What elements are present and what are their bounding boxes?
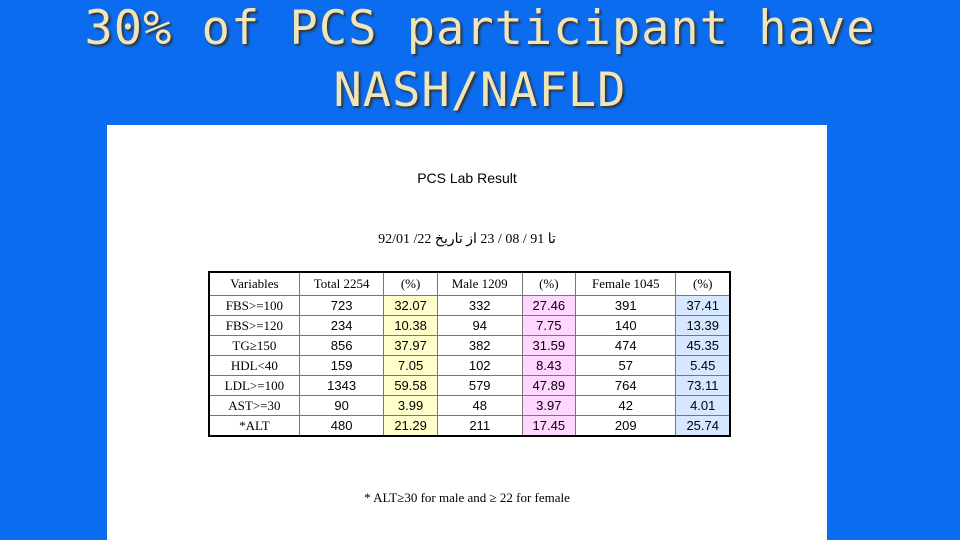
table-row: FBS>=100 723 32.07 332 27.46 391 37.41 <box>208 295 731 316</box>
table-row: LDL>=100 1343 59.58 579 47.89 764 73.11 <box>208 375 731 396</box>
table-cell: 102 <box>436 355 523 376</box>
table-cell: 17.45 <box>521 415 576 437</box>
table-cell: 159 <box>298 355 385 376</box>
table-cell: 47.89 <box>521 375 576 396</box>
column-header: Total 2254 <box>298 271 385 296</box>
table-cell: 45.35 <box>675 335 731 356</box>
slide-title: 30% of PCS participant have <box>84 1 876 56</box>
row-label: LDL>=100 <box>208 375 300 396</box>
row-label: HDL<40 <box>208 355 300 376</box>
row-label: TG≥150 <box>208 335 300 356</box>
table-row: HDL<40 159 7.05 102 8.43 57 5.45 <box>208 355 731 376</box>
column-header: (%) <box>521 271 576 296</box>
document-title: PCS Lab Result <box>417 170 517 186</box>
row-label: *ALT <box>208 415 300 437</box>
table-cell: 209 <box>574 415 677 437</box>
slide-title: NASH/NAFLD <box>333 63 627 118</box>
table-cell: 5.45 <box>675 355 731 376</box>
table-cell: 332 <box>436 295 523 316</box>
table-cell: 94 <box>436 315 523 336</box>
table-cell: 90 <box>298 395 385 416</box>
row-label: FBS>=120 <box>208 315 300 336</box>
column-header: Variables <box>208 271 300 296</box>
table-cell: 7.75 <box>521 315 576 336</box>
table-cell: 8.43 <box>521 355 576 376</box>
table-cell: 31.59 <box>521 335 576 356</box>
table-cell: 723 <box>298 295 385 316</box>
table-row: FBS>=120 234 10.38 94 7.75 140 13.39 <box>208 315 731 336</box>
table-cell: 4.01 <box>675 395 731 416</box>
column-header: (%) <box>383 271 438 296</box>
table-cell: 211 <box>436 415 523 437</box>
table-row: TG≥150 856 37.97 382 31.59 474 45.35 <box>208 335 731 356</box>
table-cell: 140 <box>574 315 677 336</box>
table-cell: 37.97 <box>383 335 438 356</box>
table-cell: 391 <box>574 295 677 316</box>
table-cell: 32.07 <box>383 295 438 316</box>
table-cell: 13.39 <box>675 315 731 336</box>
table-cell: 480 <box>298 415 385 437</box>
header-row: Variables Total 2254 (%) Male 1209 (%) Female… <box>208 271 731 296</box>
table-cell: 382 <box>436 335 523 356</box>
table-row: *ALT 480 21.29 211 17.45 209 25.74 <box>208 415 731 437</box>
table-cell: 27.46 <box>521 295 576 316</box>
row-label: FBS>=100 <box>208 295 300 316</box>
table-cell: 57 <box>574 355 677 376</box>
table-cell: 42 <box>574 395 677 416</box>
row-label: AST>=30 <box>208 395 300 416</box>
table-cell: 37.41 <box>675 295 731 316</box>
column-header: Male 1209 <box>436 271 523 296</box>
table-cell: 59.58 <box>383 375 438 396</box>
table-cell: 7.05 <box>383 355 438 376</box>
table-cell: 10.38 <box>383 315 438 336</box>
table-cell: 3.97 <box>521 395 576 416</box>
column-header: (%) <box>675 271 731 296</box>
table-row: AST>=30 90 3.99 48 3.97 42 4.01 <box>208 395 731 416</box>
footnote: * ALT≥30 for male and ≥ 22 for female <box>364 490 570 505</box>
table-cell: 25.74 <box>675 415 731 437</box>
table-cell: 856 <box>298 335 385 356</box>
lab-table: Variables Total 2254 (%) Male 1209 (%) Female… <box>208 271 731 437</box>
table-cell: 579 <box>436 375 523 396</box>
document-page: PCS Lab Result 92/01 /22 تا 91 / 08 / 23… <box>107 125 827 540</box>
table-cell: 1343 <box>298 375 385 396</box>
table-cell: 3.99 <box>383 395 438 416</box>
date-range: 92/01 /22 تا 91 / 08 / 23 از تاريخ <box>378 232 556 247</box>
table-cell: 764 <box>574 375 677 396</box>
table-cell: 21.29 <box>383 415 438 437</box>
table-cell: 48 <box>436 395 523 416</box>
table-cell: 73.11 <box>675 375 731 396</box>
table-cell: 234 <box>298 315 385 336</box>
table-cell: 474 <box>574 335 677 356</box>
column-header: Female 1045 <box>574 271 677 296</box>
